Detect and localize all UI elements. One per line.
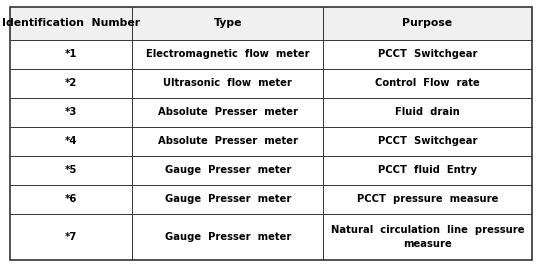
Text: Natural  circulation  line  pressure
measure: Natural circulation line pressure measur… [330, 226, 524, 249]
Bar [10, 185, 532, 214]
Text: *4: *4 [65, 136, 77, 146]
Text: PCCT  Switchgear: PCCT Switchgear [377, 50, 477, 59]
Text: Absolute  Presser  meter: Absolute Presser meter [158, 107, 298, 117]
Bar [10, 98, 532, 127]
Text: *5: *5 [65, 165, 77, 175]
Text: *1: *1 [65, 50, 77, 59]
Bar [10, 127, 532, 156]
Text: PCCT  fluid  Entry: PCCT fluid Entry [378, 165, 477, 175]
Text: *3: *3 [65, 107, 77, 117]
Text: PCCT  pressure  measure: PCCT pressure measure [357, 194, 498, 204]
Text: Ultrasonic  flow  meter: Ultrasonic flow meter [163, 78, 292, 89]
Text: Control  Flow  rate: Control Flow rate [375, 78, 480, 89]
Text: Gauge  Presser  meter: Gauge Presser meter [165, 232, 291, 242]
Bar [10, 7, 532, 40]
Bar [10, 40, 532, 69]
Text: *7: *7 [65, 232, 77, 242]
Text: Absolute  Presser  meter: Absolute Presser meter [158, 136, 298, 146]
Text: Gauge  Presser  meter: Gauge Presser meter [165, 165, 291, 175]
Text: Type: Type [213, 18, 242, 28]
Bar [10, 69, 532, 98]
Text: Identification  Number: Identification Number [2, 18, 140, 28]
Text: Purpose: Purpose [402, 18, 453, 28]
Text: Electromagnetic  flow  meter: Electromagnetic flow meter [146, 50, 309, 59]
Text: PCCT  Switchgear: PCCT Switchgear [377, 136, 477, 146]
Bar [10, 214, 532, 260]
Text: *2: *2 [65, 78, 77, 89]
Text: *6: *6 [65, 194, 77, 204]
Text: Fluid  drain: Fluid drain [395, 107, 460, 117]
Bar [10, 156, 532, 185]
Text: Gauge  Presser  meter: Gauge Presser meter [165, 194, 291, 204]
